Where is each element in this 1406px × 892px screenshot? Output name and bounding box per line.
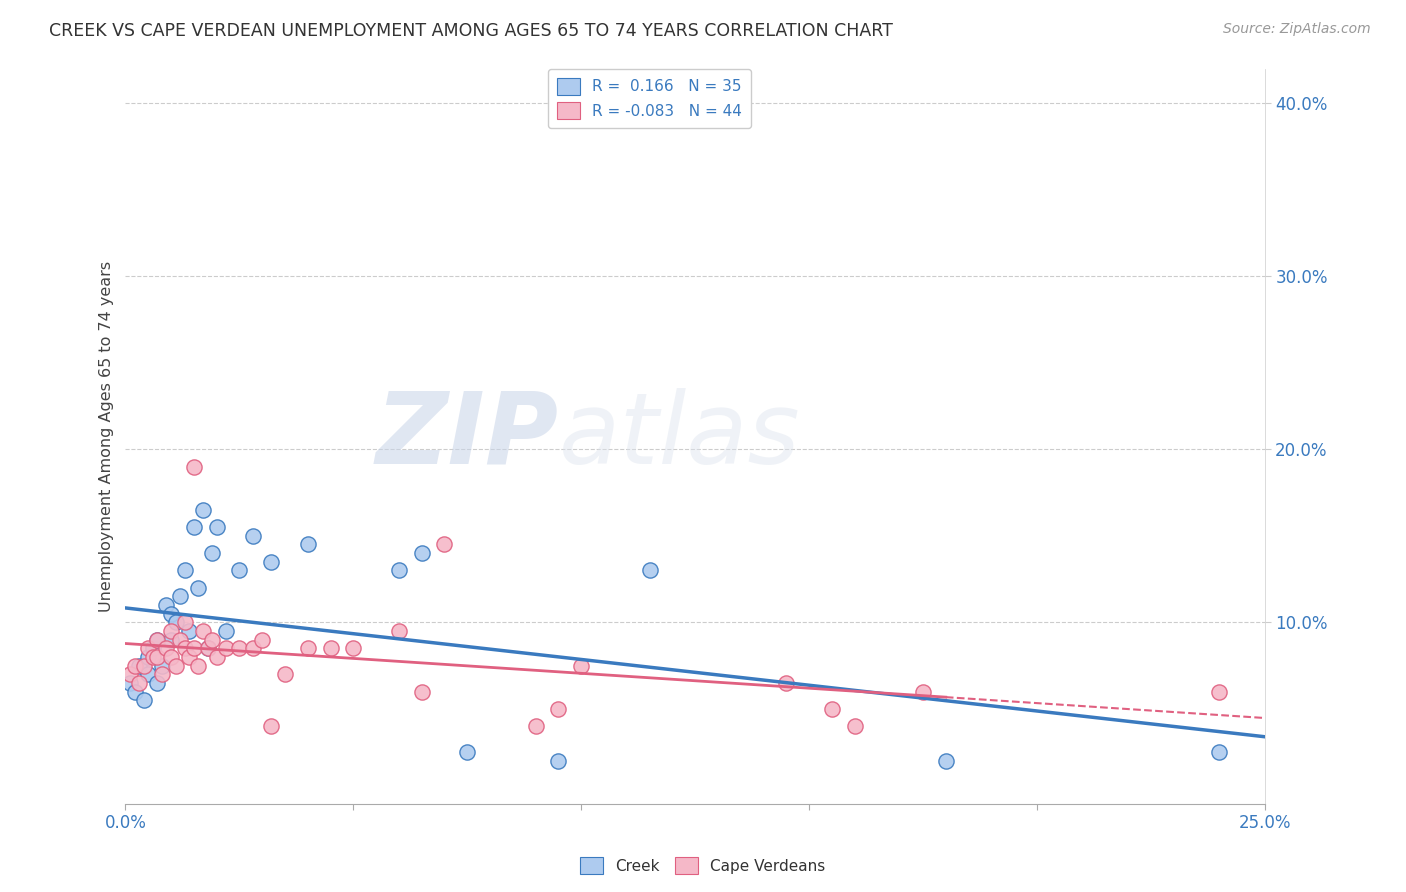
Point [388,563,411,577]
Point [274,667,297,681]
Point [191,624,214,638]
Point [260,555,283,569]
Point [411,684,433,698]
Point [173,615,195,630]
Point [547,754,569,768]
Point [146,632,169,647]
Point [173,563,195,577]
Point [228,563,250,577]
Point [187,581,209,595]
Point [155,598,177,612]
Point [124,658,146,673]
Legend: R =  0.166   N = 35, R = -0.083   N = 44: R = 0.166 N = 35, R = -0.083 N = 44 [548,69,751,128]
Point [456,745,478,759]
Point [169,632,191,647]
Point [146,676,169,690]
Point [136,649,159,664]
Point [165,658,187,673]
Point [150,658,173,673]
Point [547,702,569,716]
Point [132,693,155,707]
Point [136,667,159,681]
Point [524,719,547,733]
Point [132,658,155,673]
Point [775,676,797,690]
Point [250,632,273,647]
Point [260,719,283,733]
Point [155,641,177,656]
Y-axis label: Unemployment Among Ages 65 to 74 years: Unemployment Among Ages 65 to 74 years [100,260,114,612]
Text: atlas: atlas [558,388,800,484]
Point [128,658,150,673]
Point [433,537,456,551]
Point [201,546,224,560]
Point [242,641,264,656]
Point [388,624,411,638]
Point [297,537,319,551]
Point [821,702,844,716]
Point [228,641,250,656]
Point [215,641,238,656]
Point [118,667,141,681]
Point [205,649,228,664]
Point [160,649,183,664]
Point [911,684,934,698]
Point [160,624,183,638]
Point [411,546,433,560]
Point [197,641,219,656]
Point [160,632,183,647]
Point [201,632,224,647]
Point [183,641,205,656]
Point [569,658,592,673]
Text: CREEK VS CAPE VERDEAN UNEMPLOYMENT AMONG AGES 65 TO 74 YEARS CORRELATION CHART: CREEK VS CAPE VERDEAN UNEMPLOYMENT AMONG… [49,22,893,40]
Point [128,676,150,690]
Point [118,676,141,690]
Point [197,641,219,656]
Point [150,667,173,681]
Point [183,520,205,534]
Point [179,624,201,638]
Point [215,624,238,638]
Point [165,615,187,630]
Point [136,641,159,656]
Point [319,641,342,656]
Point [844,719,866,733]
Point [191,503,214,517]
Point [146,632,169,647]
Point [935,754,957,768]
Point [187,658,209,673]
Point [173,641,195,656]
Point [342,641,364,656]
Point [160,607,183,621]
Point [183,459,205,474]
Point [242,529,264,543]
Point [169,590,191,604]
Point [179,649,201,664]
Point [638,563,661,577]
Text: ZIP: ZIP [375,388,558,484]
Legend: Creek, Cape Verdeans: Creek, Cape Verdeans [574,851,832,880]
Point [1208,745,1230,759]
Point [146,649,169,664]
Point [297,641,319,656]
Point [124,684,146,698]
Text: Source: ZipAtlas.com: Source: ZipAtlas.com [1223,22,1371,37]
Point [205,520,228,534]
Point [142,641,165,656]
Point [142,649,165,664]
Point [1208,684,1230,698]
